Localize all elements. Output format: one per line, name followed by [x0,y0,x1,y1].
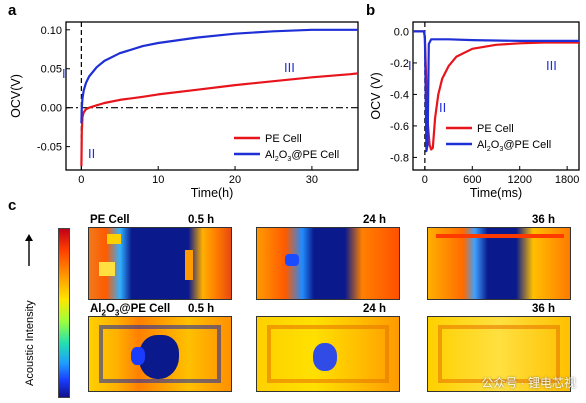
y-tick-label: -0.8 [390,152,409,164]
row-label-al2o3-pe-cell: Al2O3@PE Cell [90,303,171,318]
x-tick-label: 20 [229,174,241,186]
time-label-row1-36h: 36 h [532,214,556,226]
time-label-row2-36h: 36 h [532,303,556,315]
x-tick-label: 10 [152,174,164,186]
colorbar-title: Acoustic Intensity [24,234,36,386]
time-label-row1-24h: 24 h [363,214,387,226]
panel-letter-b: b [366,2,376,19]
y-tick-label: 0.00 [41,103,62,115]
region-label: III [546,58,557,73]
chart-a: 0 10 20 30-0.050.000.050.10Time(h)OCV(V)III… [9,21,359,200]
legend-label: Al2O3@PE Cell [265,149,339,163]
heatmap-al2o3-36h [427,316,571,392]
y-tick-label: -0.6 [390,121,409,133]
acoustic-intensity-colorbar [58,228,70,398]
x-tick-label: 0 [78,174,84,186]
plot-frame [412,21,580,171]
region-label: I [62,66,66,81]
y-tick-label: -0.4 [390,89,409,101]
panel-letter-c: c [8,197,17,214]
heatmap-pe-0-5h [88,227,232,300]
watermark: 公众号 · 锂电芯视 [481,376,576,390]
legend-label: PE Cell [265,133,302,145]
chart-b: 0 600 1200 1800 0.0 -0.2 -0.4 -0.6 -0.8 Time(ms) O… [369,21,580,200]
heatmap-pe-36h [427,227,571,300]
region-label: II [439,100,446,115]
plot-frame [65,21,359,171]
x-axis-label: Time(h) [191,186,234,200]
panel-letter-a: a [8,2,17,19]
y-tick-label: 0.05 [41,64,62,76]
series-line [80,72,359,167]
time-label-row2-0-5h: 0.5 h [188,303,215,315]
row-label-pe-cell: PE Cell [90,214,130,226]
y-axis-label: OCV(V) [9,74,23,118]
y-tick-label: 0.10 [41,25,62,37]
region-label: II [88,146,95,161]
legend-label: PE Cell [477,123,514,135]
y-tick-label: 0.0 [394,26,409,38]
legend-label: Al2O3@PE Cell [477,139,551,153]
colorbar-label: Acoustic Intensity [24,300,36,386]
region-label: III [284,60,295,75]
x-tick-label: 30 [306,174,318,186]
series-line [413,30,579,153]
y-axis-label: OCV (V) [369,72,383,119]
heatmap-al2o3-0-5h [88,316,232,392]
time-label-row2-24h: 24 h [363,303,387,315]
series-line [80,28,358,124]
y-tick-label: -0.2 [390,58,409,70]
x-tick-label: 0 [422,174,428,186]
x-tick-label: 1200 [507,174,531,186]
x-tick-label: 1800 [555,174,579,186]
x-tick-label: 600 [463,174,481,186]
heatmap-pe-24h [256,227,400,300]
x-axis-label: Time(ms) [470,186,522,200]
heatmap-al2o3-24h [256,316,400,392]
y-tick-label: -0.05 [37,142,62,154]
time-label-row1-0-5h: 0.5 h [188,214,215,226]
colorbar-arrowhead [25,234,33,241]
region-label: I [408,58,412,73]
